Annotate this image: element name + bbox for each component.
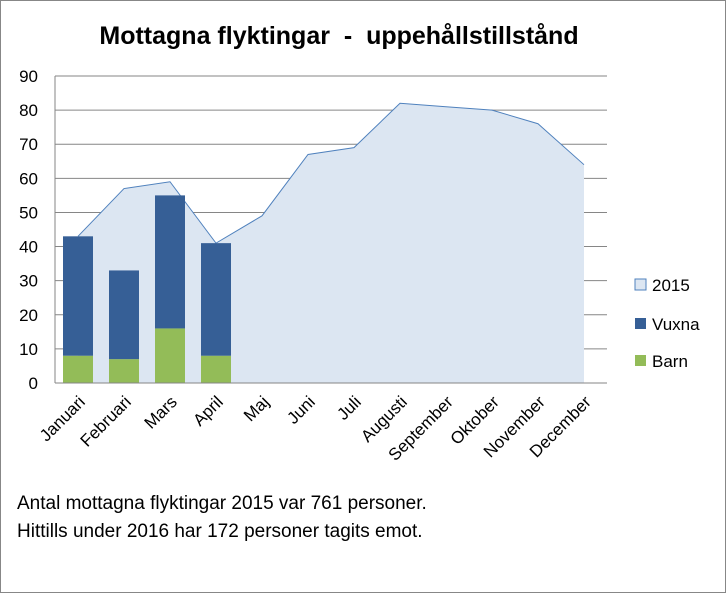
bar-barn [155, 328, 185, 383]
x-tick-label: Juni [283, 392, 318, 427]
legend-label: 2015 [652, 276, 690, 295]
legend-swatch [635, 318, 646, 329]
y-tick-label: 30 [19, 272, 38, 291]
bar-vuxna [201, 243, 231, 356]
bar-vuxna [109, 270, 139, 360]
note-line-2: Hittills under 2016 har 172 personer tag… [17, 521, 423, 542]
y-tick-label: 0 [29, 374, 38, 393]
area-2015-line [77, 102, 585, 244]
x-tick-label: Februari [77, 392, 135, 450]
y-tick-label: 70 [19, 135, 38, 154]
y-tick-label: 50 [19, 203, 38, 222]
area-2015 [78, 103, 584, 384]
legend-label: Vuxna [652, 315, 700, 334]
chart-title: Mottagna flyktingar - uppehållstillstånd [99, 22, 579, 50]
bar-vuxna [63, 236, 93, 356]
x-tick-label: April [189, 392, 226, 429]
note-line-1: Antal mottagna flyktingar 2015 var 761 p… [17, 493, 427, 514]
legend-swatch [635, 355, 646, 366]
y-tick-label: 90 [19, 67, 38, 86]
x-tick-label: Mars [141, 392, 181, 432]
y-tick-label: 40 [19, 238, 38, 257]
y-tick-label: 20 [19, 306, 38, 325]
bar-barn [201, 355, 231, 383]
legend-label: Barn [652, 352, 688, 371]
y-tick-label: 60 [19, 169, 38, 188]
bar-barn [63, 355, 93, 383]
bar-barn [109, 359, 139, 383]
bar-vuxna [155, 195, 185, 329]
y-tick-label: 10 [19, 340, 38, 359]
x-tick-label: Maj [240, 392, 273, 425]
y-tick-label: 80 [19, 101, 38, 120]
legend-swatch [634, 278, 647, 291]
x-tick-label: Juli [333, 392, 364, 423]
